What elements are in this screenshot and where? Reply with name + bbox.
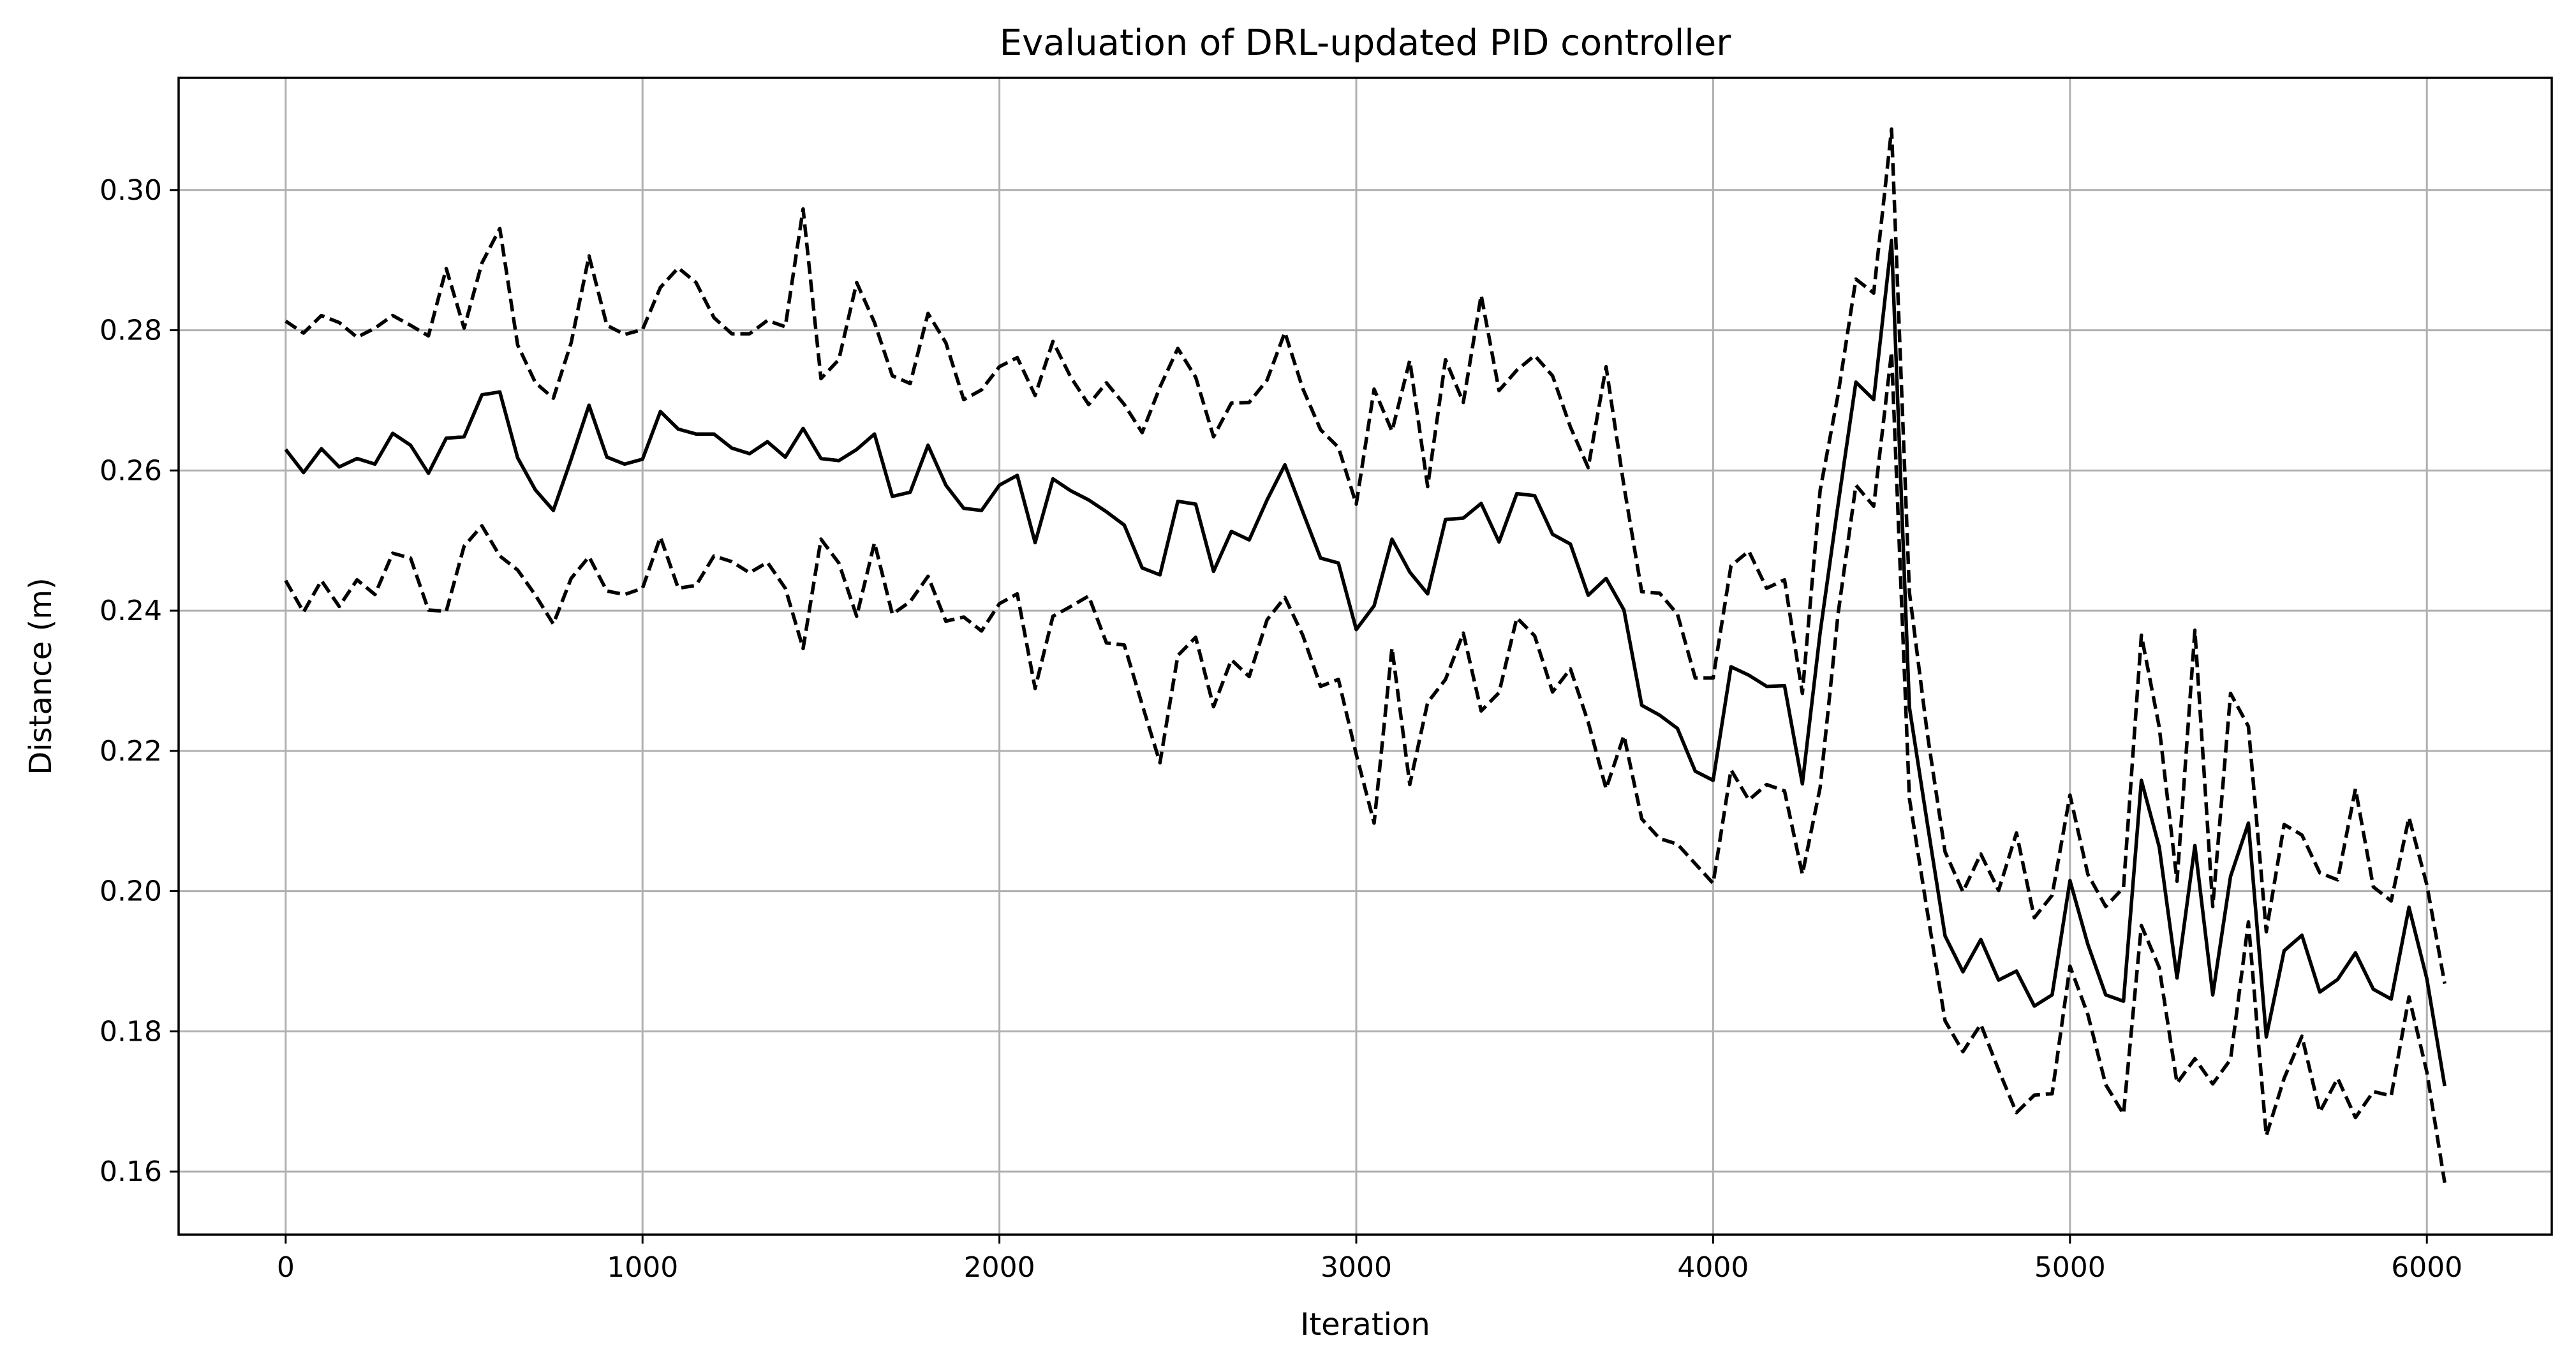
dashed-series-line-1 (285, 127, 2446, 985)
y-tick-label: 0.18 (100, 1015, 162, 1048)
x-tick-label: 1000 (607, 1251, 678, 1284)
x-tick-label: 4000 (1677, 1251, 1749, 1284)
y-tick-label: 0.24 (100, 595, 162, 627)
x-tick-label: 6000 (2391, 1251, 2462, 1284)
y-tick-label: 0.20 (100, 875, 162, 908)
series-layer (284, 127, 2446, 1184)
x-tick-label: 2000 (964, 1251, 1035, 1284)
y-tick-label: 0.30 (100, 174, 162, 207)
solid-series-line (284, 239, 2446, 1087)
plot-area-frame (177, 77, 2553, 1236)
y-tick-label: 0.16 (100, 1156, 162, 1188)
y-axis-label: Distance (m) (23, 577, 59, 775)
x-tick-label: 5000 (2034, 1251, 2106, 1284)
y-tick-label: 0.26 (100, 454, 162, 487)
grid-layer (179, 78, 2552, 1235)
y-tick-label: 0.28 (100, 315, 162, 347)
tick-layer: 0 1000 2000 3000 4000 5000 6000 0.16 0.18 0.20 0.2… (100, 174, 2462, 1284)
x-tick-label: 0 (277, 1251, 295, 1284)
x-tick-label: 3000 (1321, 1251, 1392, 1284)
x-axis-label: Iteration (1300, 1307, 1430, 1342)
y-tick-label: 0.22 (100, 735, 162, 768)
dashed-series-line-2 (284, 350, 2446, 1184)
chart-title: Evaluation of DRL-updated PID controller (1000, 22, 1732, 64)
